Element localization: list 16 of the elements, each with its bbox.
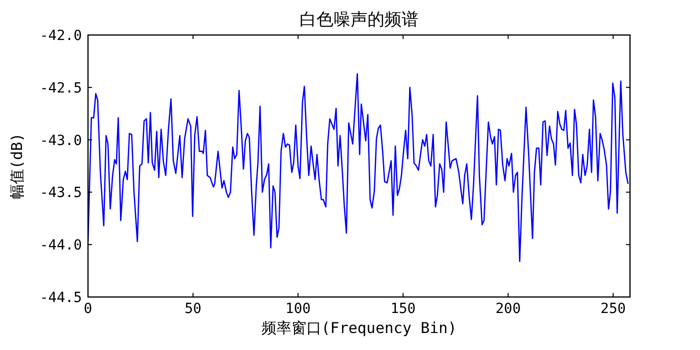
y-tick-label: -44.5 xyxy=(40,290,82,306)
chart-title: 白色噪声的频谱 xyxy=(300,10,418,30)
y-tick-label: -43.5 xyxy=(40,185,82,202)
x-axis-title: 频率窗口(Frequency Bin) xyxy=(261,319,457,337)
y-tick-label: -44.0 xyxy=(40,238,82,254)
y-axis-title: 幅值(dB) xyxy=(8,132,26,200)
y-tick-label: -43.0 xyxy=(40,132,82,149)
y-tick-label: -42.5 xyxy=(40,80,82,96)
x-tick-label: 0 xyxy=(84,301,92,317)
line-series xyxy=(88,73,629,262)
x-tick-label: 200 xyxy=(496,301,521,317)
x-tick-label: 150 xyxy=(390,301,416,317)
x-tick-label: 50 xyxy=(184,301,202,317)
y-tick-label: -42.0 xyxy=(40,28,82,44)
x-tick-label: 250 xyxy=(600,301,626,317)
x-tick-label: 100 xyxy=(285,301,311,317)
